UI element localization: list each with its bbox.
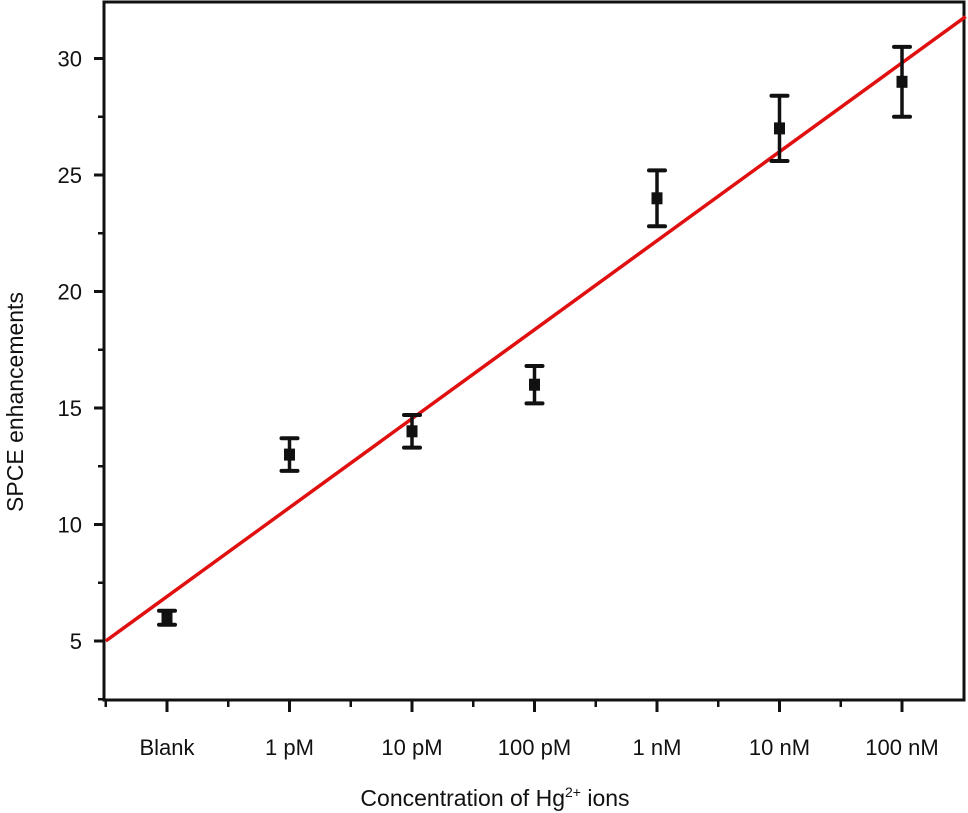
data-points (157, 44, 912, 627)
data-point (647, 168, 667, 229)
data-point (524, 364, 545, 406)
data-point (892, 44, 912, 119)
y-tick-label: 25 (58, 163, 82, 188)
x-tick-label: 10 pM (381, 735, 442, 760)
x-tick-label: 100 pM (498, 735, 571, 760)
y-axis-title: SPCE enhancements (2, 292, 28, 512)
x-tick-label: Blank (139, 735, 195, 760)
x-tick-label: 100 nM (865, 735, 938, 760)
square-marker (284, 448, 295, 461)
square-marker (774, 122, 785, 135)
y-tick-label: 30 (58, 47, 82, 72)
square-marker (651, 192, 663, 205)
data-point (157, 608, 177, 627)
y-tick-label: 5 (70, 629, 82, 654)
plot-border (102, 0, 966, 702)
fit-line-segment (104, 15, 967, 643)
square-marker (406, 425, 418, 438)
plot-frame (102, 0, 966, 702)
x-axis-title: Concentration of Hg2+ ions (360, 784, 629, 811)
square-marker (896, 75, 908, 88)
fit-line (104, 15, 967, 643)
square-marker (529, 378, 540, 391)
y-tick-label: 20 (58, 280, 82, 305)
y-tick-label: 10 (58, 513, 82, 538)
x-tick-label: 1 pM (265, 735, 314, 760)
x-axis: Blank 1 pM 10 pM 100 pM 1 nM 10 nM 100 nM (104, 700, 939, 760)
y-axis: 5 10 15 20 25 30 (58, 47, 104, 701)
y-tick-label: 15 (58, 396, 82, 421)
data-point (769, 93, 790, 164)
square-marker (161, 611, 173, 624)
data-point (402, 412, 422, 450)
x-tick-label: 1 nM (633, 735, 682, 760)
data-point (279, 436, 300, 473)
x-tick-label: 10 nM (749, 735, 810, 760)
